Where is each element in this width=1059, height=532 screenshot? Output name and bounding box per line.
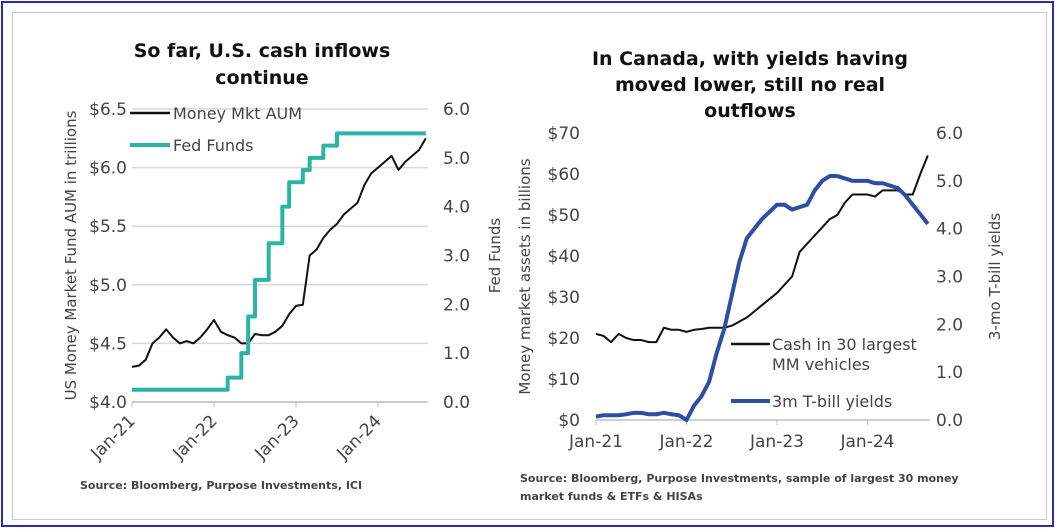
y-tick-label: $4.0 bbox=[89, 393, 127, 413]
y2-tick-label: 5.0 bbox=[936, 172, 963, 192]
series-line-fed-funds bbox=[132, 131, 426, 392]
chart-title: continue bbox=[215, 67, 308, 89]
y2-tick-label: 2.0 bbox=[443, 295, 470, 315]
chart-title: outflows bbox=[704, 100, 796, 122]
y2-tick-label: 6.0 bbox=[443, 100, 470, 120]
y-tick-label: $10 bbox=[548, 370, 580, 390]
series-line-3m-t-bill-yields bbox=[595, 174, 930, 422]
chart-title: moved lower, still no real bbox=[615, 74, 885, 96]
y-tick-label: $40 bbox=[548, 247, 580, 267]
panel-border bbox=[12, 12, 1047, 520]
y-tick-label: $4.5 bbox=[89, 334, 127, 354]
source-note: Source: Bloomberg, Purpose Investments, … bbox=[80, 479, 362, 492]
legend-label: Money Mkt AUM bbox=[173, 104, 302, 123]
y2-tick-label: 4.0 bbox=[936, 220, 963, 240]
source-note: Source: Bloomberg, Purpose Investments, … bbox=[520, 472, 959, 485]
y-tick-label: $0 bbox=[558, 411, 580, 431]
legend-label: 3m T-bill yields bbox=[772, 392, 892, 411]
y-axis-title: US Money Market Fund AUM in trillions bbox=[62, 110, 80, 400]
y-tick-label: $5.0 bbox=[89, 276, 127, 296]
source-note: market funds & ETFs & HISAs bbox=[520, 490, 703, 503]
x-tick-label: Jan-21 bbox=[87, 411, 140, 464]
chart-title: In Canada, with yields having bbox=[592, 48, 908, 70]
x-tick-label: Jan-23 bbox=[749, 432, 804, 452]
legend-label: Cash in 30 largest bbox=[772, 335, 917, 354]
x-tick-label: Jan-21 bbox=[568, 432, 623, 452]
series-line-cash-in-30-largest-mm-vehicles bbox=[595, 155, 929, 344]
legend-label: MM vehicles bbox=[772, 355, 870, 374]
y-tick-label: $20 bbox=[548, 329, 580, 349]
y-tick-label: $30 bbox=[548, 288, 580, 308]
y-tick-label: $5.5 bbox=[89, 217, 127, 237]
x-tick-label: Jan-24 bbox=[333, 411, 386, 464]
y2-tick-label: 3.0 bbox=[443, 247, 470, 267]
y-tick-label: $50 bbox=[548, 206, 580, 226]
y2-axis-title: Fed Funds bbox=[486, 218, 504, 294]
series-line-money-mkt-aum bbox=[131, 137, 427, 368]
y-tick-label: $6.0 bbox=[89, 159, 127, 179]
chart-title: So far, U.S. cash inflows bbox=[134, 40, 391, 62]
y2-tick-label: 0.0 bbox=[443, 393, 470, 413]
legend-label: Fed Funds bbox=[173, 136, 254, 155]
y2-tick-label: 5.0 bbox=[443, 149, 470, 169]
y2-tick-label: 4.0 bbox=[443, 198, 470, 218]
y2-tick-label: 1.0 bbox=[443, 344, 470, 364]
x-tick-label: Jan-24 bbox=[840, 432, 895, 452]
y-tick-label: $60 bbox=[548, 165, 580, 185]
y-axis-title: Money market assets in billions bbox=[516, 158, 534, 394]
x-tick-label: Jan-22 bbox=[659, 432, 714, 452]
y2-tick-label: 2.0 bbox=[936, 315, 963, 335]
y2-tick-label: 1.0 bbox=[936, 363, 963, 383]
y2-axis-title: 3-mo T-bill yields bbox=[986, 213, 1004, 340]
y2-tick-label: 6.0 bbox=[936, 124, 963, 144]
x-tick-label: Jan-23 bbox=[251, 411, 304, 464]
y2-tick-label: 3.0 bbox=[936, 268, 963, 288]
y2-tick-label: 0.0 bbox=[936, 411, 963, 431]
y-tick-label: $70 bbox=[548, 124, 580, 144]
x-tick-label: Jan-22 bbox=[169, 411, 222, 464]
y-tick-label: $6.5 bbox=[89, 100, 127, 120]
